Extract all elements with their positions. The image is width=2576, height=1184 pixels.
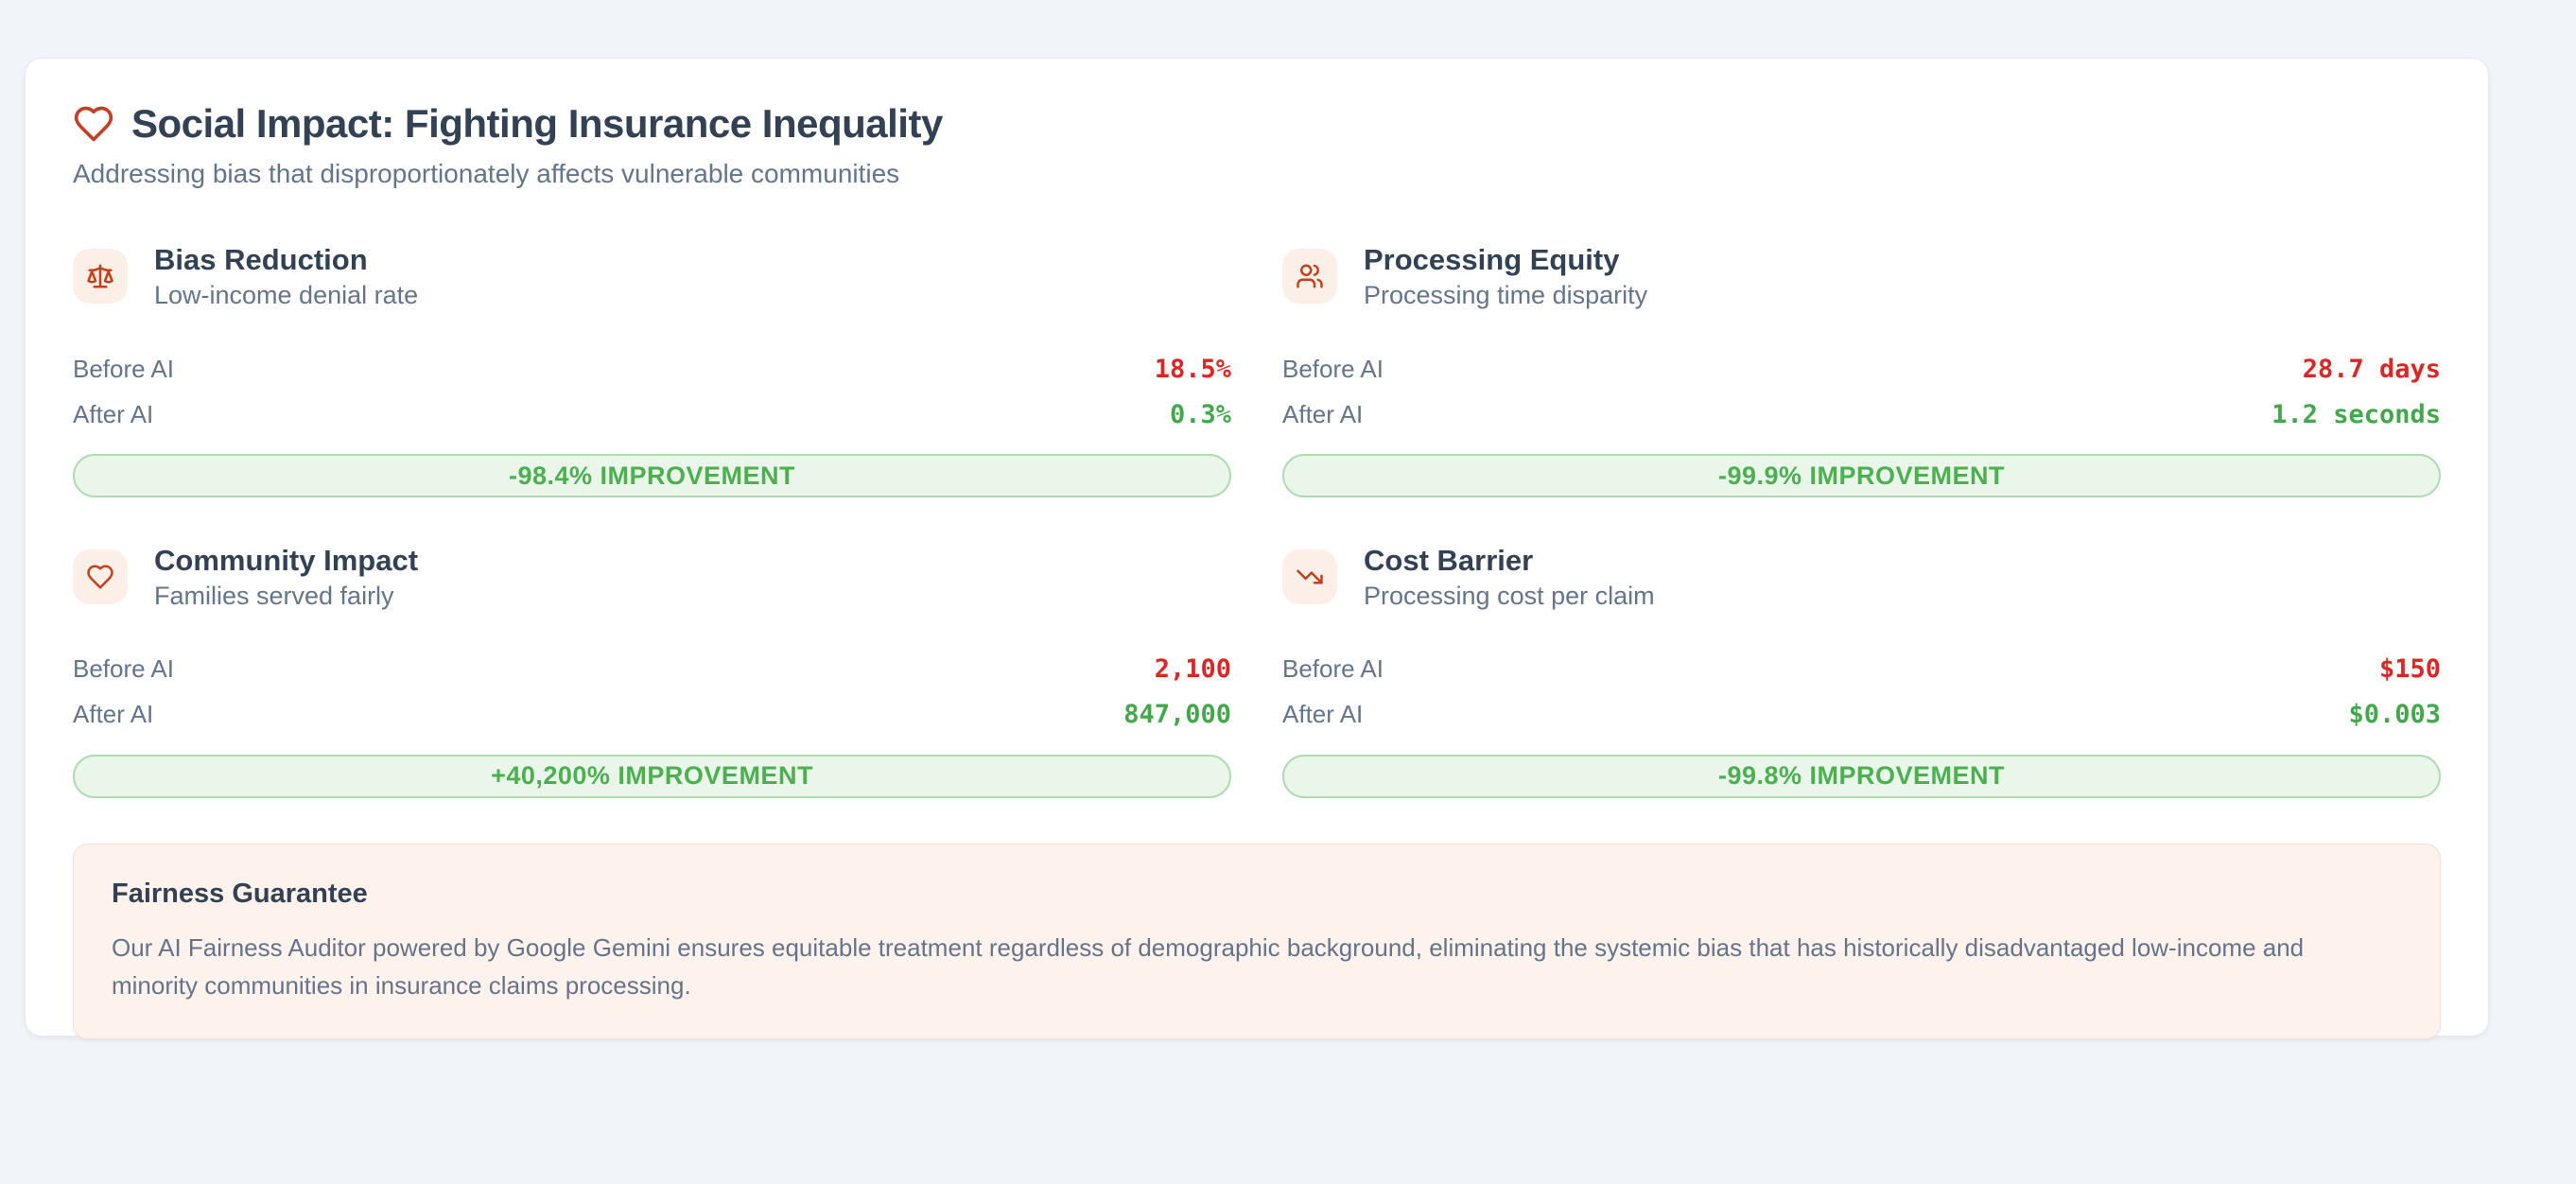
page-subtitle: Addressing bias that disproportionately … (73, 159, 900, 189)
metric-card-bias-reduction: Bias Reduction Low-income denial rate Be… (73, 242, 1231, 498)
improvement-badge: -98.4% IMPROVEMENT (73, 454, 1231, 498)
improvement-badge-text: -99.9% IMPROVEMENT (1717, 461, 2006, 490)
before-ai-label: Before AI (1282, 354, 1384, 383)
page-title-text: Social Impact: Fighting Insurance Inequa… (131, 101, 943, 146)
metric-card-community-impact: Community Impact Families served fairly … (73, 543, 1231, 798)
before-ai-row: Before AI 18.5% (73, 346, 1231, 392)
metric-card-processing-equity: Processing Equity Processing time dispar… (1282, 242, 2441, 498)
before-ai-value: $150 (2378, 654, 2441, 685)
before-ai-row: Before AI $150 (1282, 647, 2441, 692)
metric-header: Processing Equity Processing time dispar… (1282, 242, 2441, 310)
scale-icon (73, 249, 128, 305)
after-ai-row: After AI 1.2 seconds (1282, 392, 2441, 437)
after-ai-row: After AI $0.003 (1282, 692, 2441, 738)
after-ai-row: After AI 0.3% (73, 392, 1231, 437)
after-ai-label: After AI (73, 399, 154, 428)
trending-down-icon (1282, 549, 1337, 605)
metric-title: Cost Barrier (1364, 544, 1534, 578)
metric-subtitle: Families served fairly (154, 581, 394, 610)
before-ai-row: Before AI 2,100 (73, 647, 1231, 692)
improvement-badge: -99.9% IMPROVEMENT (1282, 454, 2441, 498)
panel-header: Social Impact: Fighting Insurance Inequa… (73, 100, 2441, 189)
metric-subtitle: Low-income denial rate (154, 281, 419, 310)
metrics-grid: Bias Reduction Low-income denial rate Be… (73, 242, 2441, 798)
page-title: Social Impact: Fighting Insurance Inequa… (73, 100, 2441, 148)
fairness-title: Fairness Guarantee (112, 878, 368, 909)
after-ai-value: $0.003 (2348, 700, 2441, 730)
before-ai-row: Before AI 28.7 days (1282, 346, 2441, 392)
heart-icon (74, 106, 113, 142)
before-ai-label: Before AI (1282, 654, 1384, 684)
after-ai-row: After AI 847,000 (73, 692, 1231, 738)
metric-subtitle: Processing cost per claim (1364, 581, 1655, 610)
heart-icon (73, 549, 128, 605)
fairness-guarantee-box: Fairness Guarantee Our AI Fairness Audit… (73, 843, 2441, 1039)
before-ai-value: 28.7 days (2302, 354, 2441, 384)
improvement-badge-text: -99.8% IMPROVEMENT (1717, 761, 2006, 791)
after-ai-label: After AI (73, 700, 154, 729)
after-ai-value: 0.3% (1169, 399, 1231, 429)
before-ai-label: Before AI (73, 654, 174, 684)
metric-header: Community Impact Families served fairly (73, 543, 1231, 611)
metric-title: Processing Equity (1364, 243, 1620, 277)
improvement-badge: -99.8% IMPROVEMENT (1282, 754, 2441, 798)
after-ai-label: After AI (1282, 399, 1364, 428)
metric-header: Bias Reduction Low-income denial rate (73, 242, 1231, 310)
improvement-badge-text: +40,200% IMPROVEMENT (491, 761, 813, 791)
before-ai-label: Before AI (73, 354, 174, 383)
after-ai-value: 847,000 (1123, 700, 1231, 730)
metric-title: Bias Reduction (154, 243, 368, 277)
after-ai-label: After AI (1282, 700, 1364, 729)
before-ai-value: 2,100 (1154, 654, 1231, 685)
metric-subtitle: Processing time disparity (1364, 281, 1648, 310)
metric-header: Cost Barrier Processing cost per claim (1282, 543, 2441, 611)
fairness-body: Our AI Fairness Auditor powered by Googl… (112, 932, 2305, 1000)
after-ai-value: 1.2 seconds (2271, 399, 2441, 429)
social-impact-panel: Social Impact: Fighting Insurance Inequa… (25, 58, 2489, 1039)
users-icon (1282, 249, 1337, 305)
metric-card-cost-barrier: Cost Barrier Processing cost per claim B… (1282, 543, 2441, 798)
improvement-badge: +40,200% IMPROVEMENT (73, 754, 1231, 798)
before-ai-value: 18.5% (1154, 354, 1231, 384)
metric-title: Community Impact (154, 544, 419, 578)
improvement-badge-text: -98.4% IMPROVEMENT (508, 461, 796, 490)
